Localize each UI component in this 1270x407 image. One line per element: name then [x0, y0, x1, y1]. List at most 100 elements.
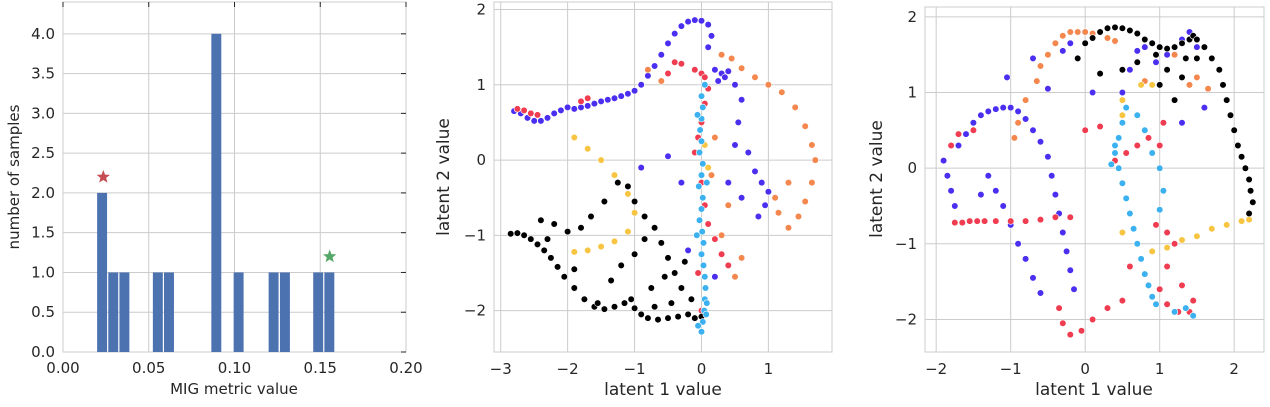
scatter-2-point-red — [1133, 141, 1141, 150]
histogram-ticks: 0.00 0.05 0.10 0.15 0.20 0.0 0.5 1.0 1.5 2.0 2.5 3.… — [31, 2, 423, 377]
scatter-2-point-violet — [992, 105, 1000, 113]
scatter-1-point-violet — [697, 17, 706, 25]
scatter-2-point-orange — [1170, 51, 1179, 59]
scatter-2-point-black — [1118, 24, 1126, 32]
scatter-2-point-violet — [1059, 47, 1067, 55]
scatter-2-point-violet — [969, 119, 978, 127]
scatter-2-point-violet — [1152, 58, 1160, 66]
scatter-2-point-yellow — [1208, 225, 1216, 233]
scatter-2-point-violet — [1118, 88, 1126, 97]
scatter-2-point-red — [1081, 126, 1089, 134]
histogram-star-marker — [323, 249, 337, 263]
scatter-1-point-black — [647, 284, 655, 292]
scatter-1-point-yellow — [570, 133, 578, 142]
scatter-2-point-violet — [984, 172, 992, 180]
histogram-x-tick-label: 0.15 — [304, 359, 337, 377]
histogram-x-tick-label: 0.10 — [218, 359, 251, 377]
scatter-1-point-black — [550, 220, 558, 228]
scatter-1-point-cyan — [693, 111, 702, 119]
scatter-2-point-yellow — [1193, 232, 1201, 240]
scatter-1-point-black — [600, 305, 609, 313]
scatter-2-point-orange — [1044, 51, 1052, 59]
scatter-2-point-red — [1163, 262, 1171, 271]
scatter-2-point-violet — [977, 191, 985, 199]
scatter-1-point-cyan — [697, 205, 706, 213]
scatter-1-point-red — [520, 106, 528, 114]
scatter-2-point-red — [1159, 119, 1167, 127]
scatter-1-point-black — [654, 316, 662, 324]
scatter-2-point-black — [1230, 126, 1238, 134]
scatter-2-point-violet — [1029, 126, 1037, 134]
scatter-1-point-yellow — [610, 237, 619, 245]
scatter-2-point-black — [1156, 43, 1164, 51]
scatter-1-point-red — [711, 235, 719, 243]
scatter-1-point-red — [533, 111, 542, 119]
scatter-1-point-violet — [691, 16, 699, 24]
scatter-2-point-violet — [999, 103, 1007, 112]
scatter-1-point-black — [607, 276, 615, 285]
scatter-1-point-orange — [751, 73, 759, 81]
histogram-bar — [324, 272, 335, 352]
scatter-2-point-violet — [1070, 285, 1078, 293]
scatter-2-point-black — [1237, 153, 1246, 161]
histogram-bar — [268, 272, 279, 352]
scatter-2-point-red — [980, 217, 989, 225]
scatter-1-point-black — [674, 313, 682, 321]
scatter-2-point-violet — [999, 202, 1007, 210]
scatter-1-point-violet — [684, 246, 692, 254]
scatter-1-point-black — [527, 235, 535, 243]
scatter-2-point-red — [1189, 297, 1197, 305]
histogram-bar — [108, 272, 119, 352]
scatter-1-point-black — [657, 239, 665, 247]
scatter-1-point-orange — [784, 179, 793, 187]
scatter-1-point-black — [681, 258, 689, 266]
scatter-1-point-cyan — [703, 299, 711, 307]
histogram-y-tick-label: 1.5 — [31, 224, 55, 242]
scatter-1-point-violet — [584, 102, 592, 110]
histogram-bar — [211, 33, 222, 353]
scatter-2-point-black — [1081, 39, 1089, 47]
scatter-2-point-cyan — [1133, 240, 1141, 248]
scatter-2-point-black — [1141, 35, 1149, 44]
scatter-1-point-violet — [754, 212, 763, 221]
scatter-1-point-violet — [610, 94, 619, 102]
scatter-2-point-red — [992, 217, 1000, 225]
scatter-2-point-black — [1126, 26, 1134, 35]
scatter-1-point-cyan — [701, 273, 709, 281]
scatter-1-point-yellow — [624, 190, 632, 198]
scatter-2-point-yellow — [1118, 228, 1126, 237]
scatter-2-point-cyan — [1122, 103, 1130, 112]
scatter-2-point-yellow — [1237, 217, 1246, 225]
histogram-y-tick-label: 0.0 — [31, 343, 55, 361]
scatter-1-point-violet — [543, 114, 552, 122]
scatter-1-point-black — [520, 231, 528, 239]
scatter-1-point-orange — [717, 231, 726, 239]
scatter-1-point-red — [691, 66, 699, 74]
scatter-1-point-red — [704, 220, 712, 228]
scatter-1-point-black — [684, 310, 692, 319]
scatter-1-point-red — [701, 73, 709, 81]
scatter-1-point-yellow — [630, 209, 639, 217]
scatter-1-point-red — [513, 105, 522, 113]
scatter-2-point-red — [1036, 216, 1045, 224]
scatter-2-point-red — [1163, 300, 1171, 308]
scatter-1-point-black — [627, 295, 635, 303]
scatter-2-point-red — [1055, 304, 1063, 312]
scatter-2-point-black — [1148, 39, 1156, 47]
scatter-2-point-black — [1163, 44, 1171, 53]
scatter-2-point-orange — [1066, 28, 1074, 36]
scatter-2-point-cyan — [1107, 160, 1115, 168]
scatter-1-point-violet — [724, 67, 732, 75]
scatter-1-point-violet — [637, 164, 645, 172]
scatter-2-point-violet — [1036, 138, 1045, 146]
scatter-1-point-cyan — [697, 328, 706, 336]
scatter-2-point-red — [969, 126, 978, 134]
scatter-2-point-cyan — [1148, 293, 1156, 301]
scatter-1-x-axis-title: latent 1 value — [604, 380, 722, 400]
scatter-2-point-black — [1074, 54, 1082, 63]
scatter-1-point-violet — [737, 194, 746, 202]
scatter-2-point-violet — [939, 157, 948, 165]
scatter-2-points — [939, 23, 1257, 339]
scatter-2-point-orange — [1014, 119, 1022, 127]
scatter-1-point-black — [614, 179, 622, 187]
